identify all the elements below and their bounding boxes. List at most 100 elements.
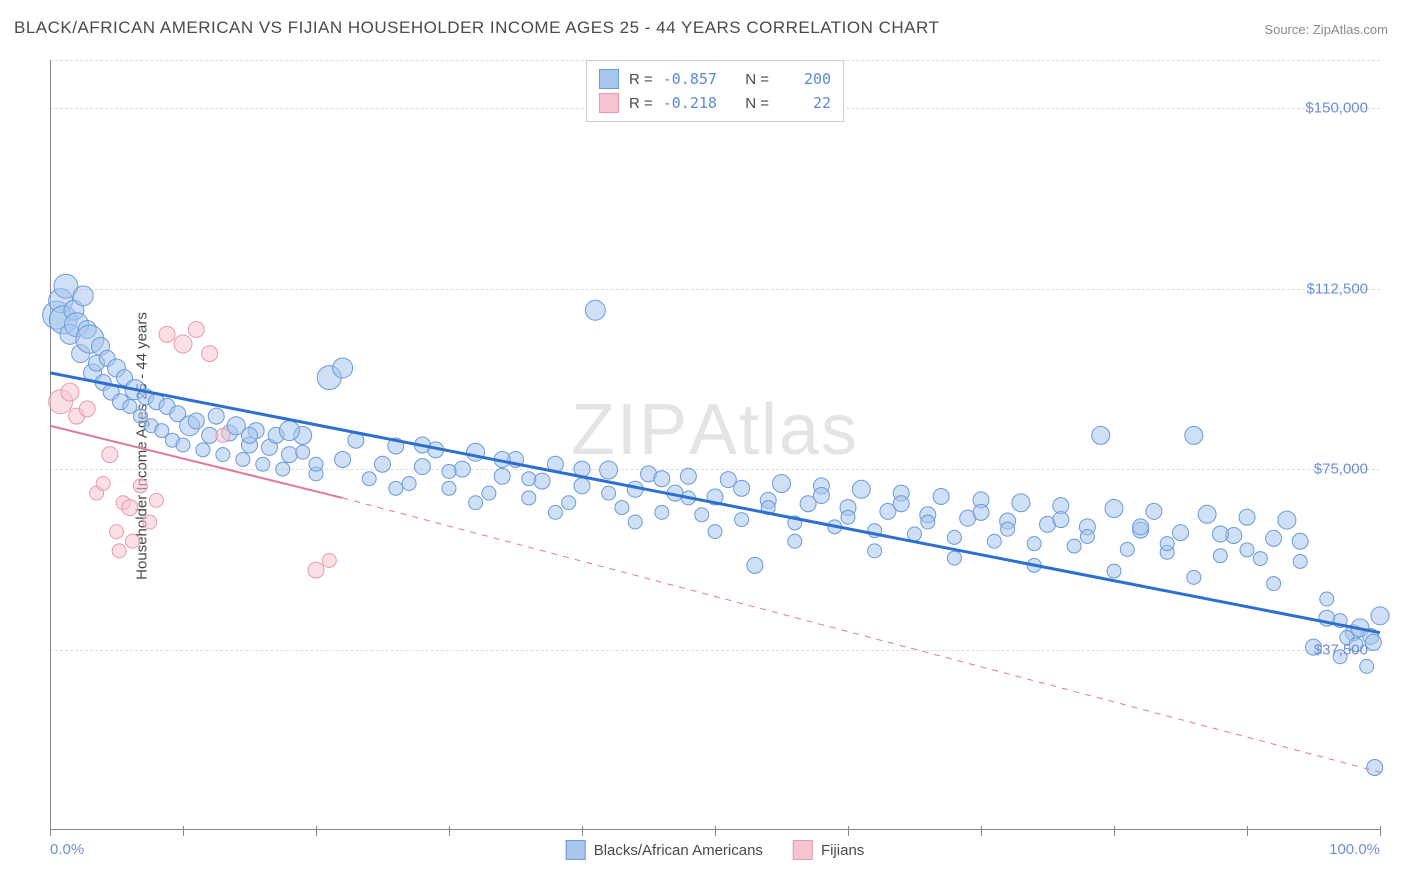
bottom-legend: Blacks/African Americans Fijians [566, 840, 865, 860]
data-point [188, 322, 204, 338]
data-point [1292, 533, 1308, 549]
data-point [482, 486, 496, 500]
data-point [202, 346, 218, 362]
data-point [335, 451, 351, 467]
data-point [773, 475, 791, 493]
data-point [1253, 552, 1267, 566]
x-tick [449, 826, 450, 836]
data-point [628, 515, 642, 529]
data-point [125, 534, 139, 548]
data-point [196, 443, 210, 457]
data-point [1027, 537, 1041, 551]
data-point [680, 468, 696, 484]
data-point [375, 456, 391, 472]
stats-legend: R = -0.857 N = 200 R = -0.218 N = 22 [586, 60, 844, 122]
source-name: ZipAtlas.com [1313, 22, 1388, 37]
data-point [893, 496, 909, 512]
data-point [362, 472, 376, 486]
x-tick [183, 826, 184, 836]
data-point [522, 491, 536, 505]
data-point [735, 513, 749, 527]
data-point [600, 461, 618, 479]
data-point [414, 459, 430, 475]
y-tick-label: $150,000 [1305, 100, 1368, 117]
data-point [1173, 525, 1189, 541]
data-point [96, 477, 110, 491]
x-tick [715, 826, 716, 836]
data-point [574, 478, 590, 494]
data-point [202, 427, 218, 443]
data-point [216, 428, 230, 442]
source-attribution: Source: ZipAtlas.com [1264, 22, 1388, 37]
stats-swatch-0 [599, 69, 619, 89]
data-point [149, 493, 163, 507]
data-point [309, 457, 323, 471]
data-point [602, 486, 616, 500]
x-tick [981, 826, 982, 836]
data-point [174, 335, 192, 353]
x-tick [848, 826, 849, 836]
x-tick [1380, 826, 1381, 836]
data-point [61, 383, 79, 401]
data-point [469, 496, 483, 510]
stats-n-0: 200 [779, 70, 831, 88]
data-point [216, 448, 230, 462]
data-point [1239, 509, 1255, 525]
data-point [615, 501, 629, 515]
data-point [534, 473, 550, 489]
data-point [442, 464, 456, 478]
data-point [322, 554, 336, 568]
data-point [79, 401, 95, 417]
data-point [1092, 426, 1110, 444]
data-point [1001, 522, 1015, 536]
data-point [188, 413, 204, 429]
data-point [852, 480, 870, 498]
data-point [276, 462, 290, 476]
data-point [708, 525, 722, 539]
data-point [1187, 570, 1201, 584]
data-point [973, 504, 989, 520]
stats-r-1: -0.218 [663, 94, 717, 112]
data-point [1133, 519, 1149, 535]
data-point [695, 508, 709, 522]
data-point [921, 515, 935, 529]
data-point [296, 445, 310, 459]
data-point [813, 488, 829, 504]
data-point [1212, 526, 1228, 542]
legend-swatch-1 [793, 840, 813, 860]
chart-title: BLACK/AFRICAN AMERICAN VS FIJIAN HOUSEHO… [14, 18, 939, 38]
data-point [1240, 543, 1254, 557]
data-point [442, 481, 456, 495]
data-point [1160, 537, 1174, 551]
data-point [522, 472, 536, 486]
data-point [242, 427, 258, 443]
data-point [133, 479, 147, 493]
data-point [389, 481, 403, 495]
data-point [841, 510, 855, 524]
data-point [788, 534, 802, 548]
stats-row-series-0: R = -0.857 N = 200 [599, 67, 831, 91]
stats-row-series-1: R = -0.218 N = 22 [599, 91, 831, 115]
data-point [1266, 530, 1282, 546]
data-point [1198, 505, 1216, 523]
data-point [585, 300, 605, 320]
data-point [333, 358, 353, 378]
legend-label-1: Fijians [821, 842, 864, 859]
regression-line [50, 373, 1380, 633]
data-point [73, 286, 93, 306]
data-point [947, 551, 961, 565]
source-label: Source: [1264, 22, 1309, 37]
data-point [654, 471, 670, 487]
data-point [112, 544, 126, 558]
data-point [1293, 554, 1307, 568]
data-point [1080, 529, 1094, 543]
x-axis-max-label: 100.0% [1329, 841, 1380, 858]
data-point [279, 421, 299, 441]
data-point [1371, 607, 1389, 625]
data-point [1120, 542, 1134, 556]
data-point [868, 544, 882, 558]
data-point [176, 438, 190, 452]
data-point [747, 557, 763, 573]
data-point [402, 477, 416, 491]
x-tick [582, 826, 583, 836]
